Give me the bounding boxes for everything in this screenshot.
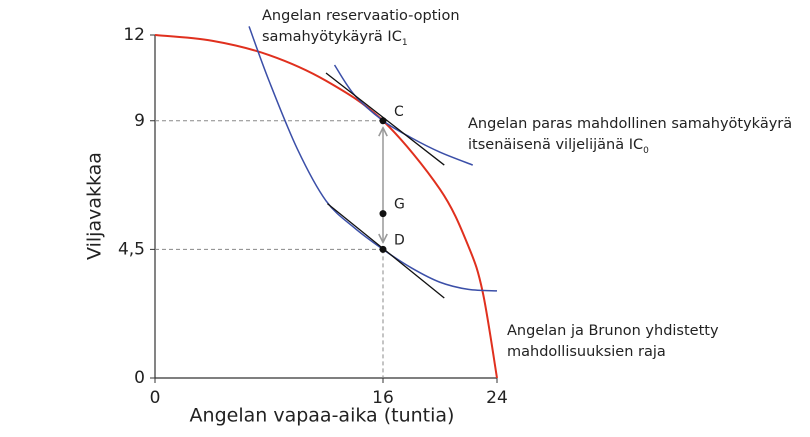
point-label: C xyxy=(394,104,404,120)
annotation: Angelan reservaatio-option xyxy=(262,8,460,24)
y-axis-title: Viljavakkaa xyxy=(84,152,106,260)
point xyxy=(379,117,387,125)
y-tick-label: 9 xyxy=(134,111,145,131)
annotation-text: samahyötykäyrä IC xyxy=(262,29,402,45)
indifference-curve xyxy=(248,26,498,292)
point xyxy=(379,210,387,218)
annotation-text: Angelan ja Brunon yhdistetty xyxy=(507,323,719,339)
y-tick-label: 0 xyxy=(134,368,145,388)
annotation-text: Angelan paras mahdollinen samahyötykäyrä xyxy=(468,116,792,132)
y-tick-label: 12 xyxy=(123,25,145,45)
point-label: G xyxy=(394,197,405,213)
annotation: mahdollisuuksien raja xyxy=(507,344,666,360)
annotation-text: mahdollisuuksien raja xyxy=(507,344,666,360)
point xyxy=(379,245,387,253)
annotation: Angelan paras mahdollinen samahyötykäyrä xyxy=(468,116,792,132)
annotation: itsenäisenä viljelijänä IC0 xyxy=(468,137,649,156)
annotation: samahyötykäyrä IC1 xyxy=(262,29,408,48)
y-tick-label: 4,5 xyxy=(118,239,145,259)
annotation-subscript: 1 xyxy=(402,38,408,48)
annotation-subscript: 0 xyxy=(643,146,649,156)
indifference-curve xyxy=(333,64,474,166)
x-tick-label: 16 xyxy=(372,388,394,408)
annotation-text: Angelan reservaatio-option xyxy=(262,8,460,24)
annotation-text: itsenäisenä viljelijänä IC xyxy=(468,137,643,153)
x-tick-label: 24 xyxy=(486,388,508,408)
point-label: D xyxy=(394,232,405,248)
x-axis-title: Angelan vapaa-aika (tuntia) xyxy=(190,405,455,427)
frontier-curve xyxy=(154,34,498,379)
x-tick-label: 0 xyxy=(150,388,161,408)
annotation: Angelan ja Brunon yhdistetty xyxy=(507,323,719,339)
